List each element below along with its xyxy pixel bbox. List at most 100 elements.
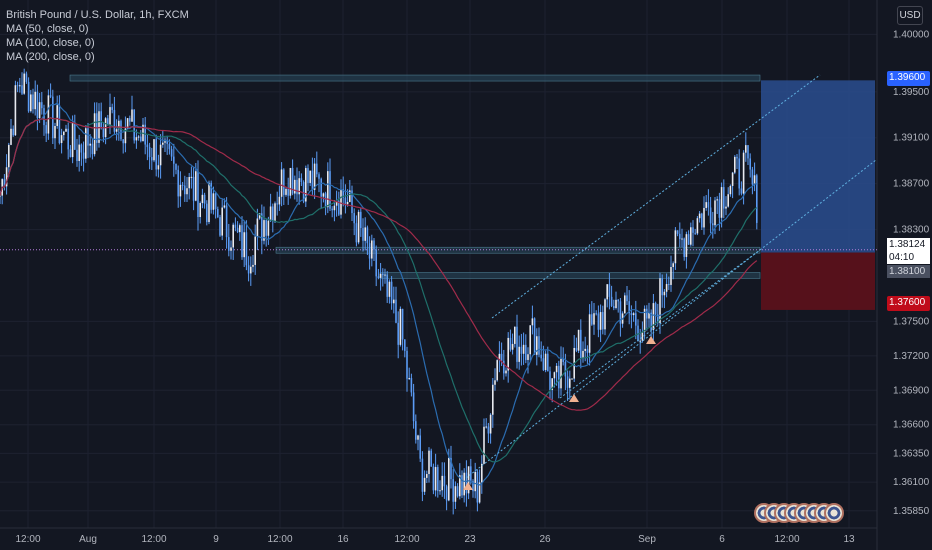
candle-body <box>164 139 166 143</box>
candle-body <box>82 152 85 159</box>
ma50-label[interactable]: MA (50, close, 0) <box>6 23 89 35</box>
candle-body <box>230 247 232 251</box>
channel-lower-line <box>465 159 877 479</box>
candle-body <box>16 85 19 87</box>
candle-body <box>529 325 531 355</box>
x-tick-label: 12:00 <box>15 534 40 545</box>
candle-body <box>503 360 505 374</box>
candle-body <box>749 158 751 170</box>
candle-body <box>738 158 740 189</box>
candle-body <box>373 240 375 250</box>
candle-body <box>289 167 292 196</box>
x-tick-label: 16 <box>337 534 349 545</box>
candle-body <box>217 209 219 218</box>
y-tick-label: 1.36100 <box>893 477 930 488</box>
candle-body <box>613 306 615 309</box>
candle-body <box>212 193 215 210</box>
candle-body <box>91 143 94 155</box>
candle-body <box>606 284 608 300</box>
candle-body <box>63 131 65 136</box>
x-tick-label: Aug <box>79 534 97 545</box>
candle-body <box>261 213 263 241</box>
candle-body <box>232 224 234 248</box>
candle-body <box>727 194 729 207</box>
candle-body <box>368 243 371 259</box>
candle-body <box>19 85 21 87</box>
candle-body <box>619 301 622 324</box>
candle-body <box>71 122 74 158</box>
economic-events[interactable] <box>754 503 844 525</box>
candle-body <box>423 477 426 492</box>
candle-body <box>344 197 347 205</box>
candle-body <box>41 102 43 109</box>
candle-body <box>753 175 756 185</box>
candle-body <box>729 185 732 195</box>
candle-body <box>454 486 457 502</box>
candle-body <box>214 193 217 210</box>
candle-body <box>566 376 569 388</box>
swing-low-marker <box>463 482 473 490</box>
candle-body <box>151 157 153 161</box>
ma200-line <box>0 117 758 411</box>
candle-body <box>311 170 314 190</box>
candle-body <box>14 85 17 136</box>
candle-body <box>254 236 256 265</box>
candle-body <box>756 175 758 223</box>
candle-body <box>657 314 659 323</box>
x-tick-label: 12:00 <box>774 534 799 545</box>
candle-body <box>441 475 443 491</box>
candle-body <box>362 228 364 241</box>
symbol-title[interactable]: British Pound / U.S. Dollar, 1h, FXCM <box>6 9 189 21</box>
candle-body <box>665 284 668 292</box>
candle-body <box>591 314 593 325</box>
candle-body <box>148 147 151 158</box>
candle-body <box>540 354 542 359</box>
candle-body <box>571 378 573 380</box>
candle-body <box>527 354 529 360</box>
candle-body <box>707 202 710 208</box>
candle-body <box>0 195 1 197</box>
candle-body <box>696 218 699 234</box>
candle-body <box>190 176 193 178</box>
candle-body <box>399 308 402 345</box>
candle-body <box>272 206 274 222</box>
candle-body <box>692 227 694 233</box>
candle-body <box>417 435 419 440</box>
candle-body <box>335 201 338 206</box>
candle-body <box>351 190 353 214</box>
candle-body <box>720 187 723 218</box>
ma200-label[interactable]: MA (200, close, 0) <box>6 51 95 63</box>
candle-body <box>575 347 578 351</box>
x-tick-label: 9 <box>213 534 219 545</box>
candle-body <box>516 326 518 362</box>
candle-body <box>670 267 672 285</box>
y-tick-label: 1.39100 <box>893 133 930 144</box>
candle-body <box>78 144 80 161</box>
candle-body <box>115 129 118 132</box>
candle-body <box>456 486 459 497</box>
candle-body <box>577 329 580 351</box>
candle-body <box>107 118 109 126</box>
candle-body <box>443 475 446 487</box>
candle-body <box>582 350 584 358</box>
event-flag-icon[interactable] <box>824 503 844 523</box>
candle-body <box>610 296 613 307</box>
candle-body <box>137 136 140 138</box>
candle-body <box>406 350 408 379</box>
candle-body <box>122 139 124 144</box>
candle-body <box>206 203 208 223</box>
candle-body <box>419 435 421 459</box>
currency-badge[interactable]: USD <box>897 6 923 25</box>
candle-body <box>476 471 479 503</box>
candle-body <box>349 190 351 202</box>
candle-body <box>525 344 527 360</box>
last-price-value: 1.38124 <box>889 239 926 250</box>
candle-body <box>703 207 705 228</box>
candle-body <box>30 94 32 112</box>
candle-body <box>390 281 393 304</box>
candle-body <box>195 171 197 201</box>
candle-body <box>208 182 210 223</box>
ma100-label[interactable]: MA (100, close, 0) <box>6 37 95 49</box>
candle-body <box>340 189 342 215</box>
